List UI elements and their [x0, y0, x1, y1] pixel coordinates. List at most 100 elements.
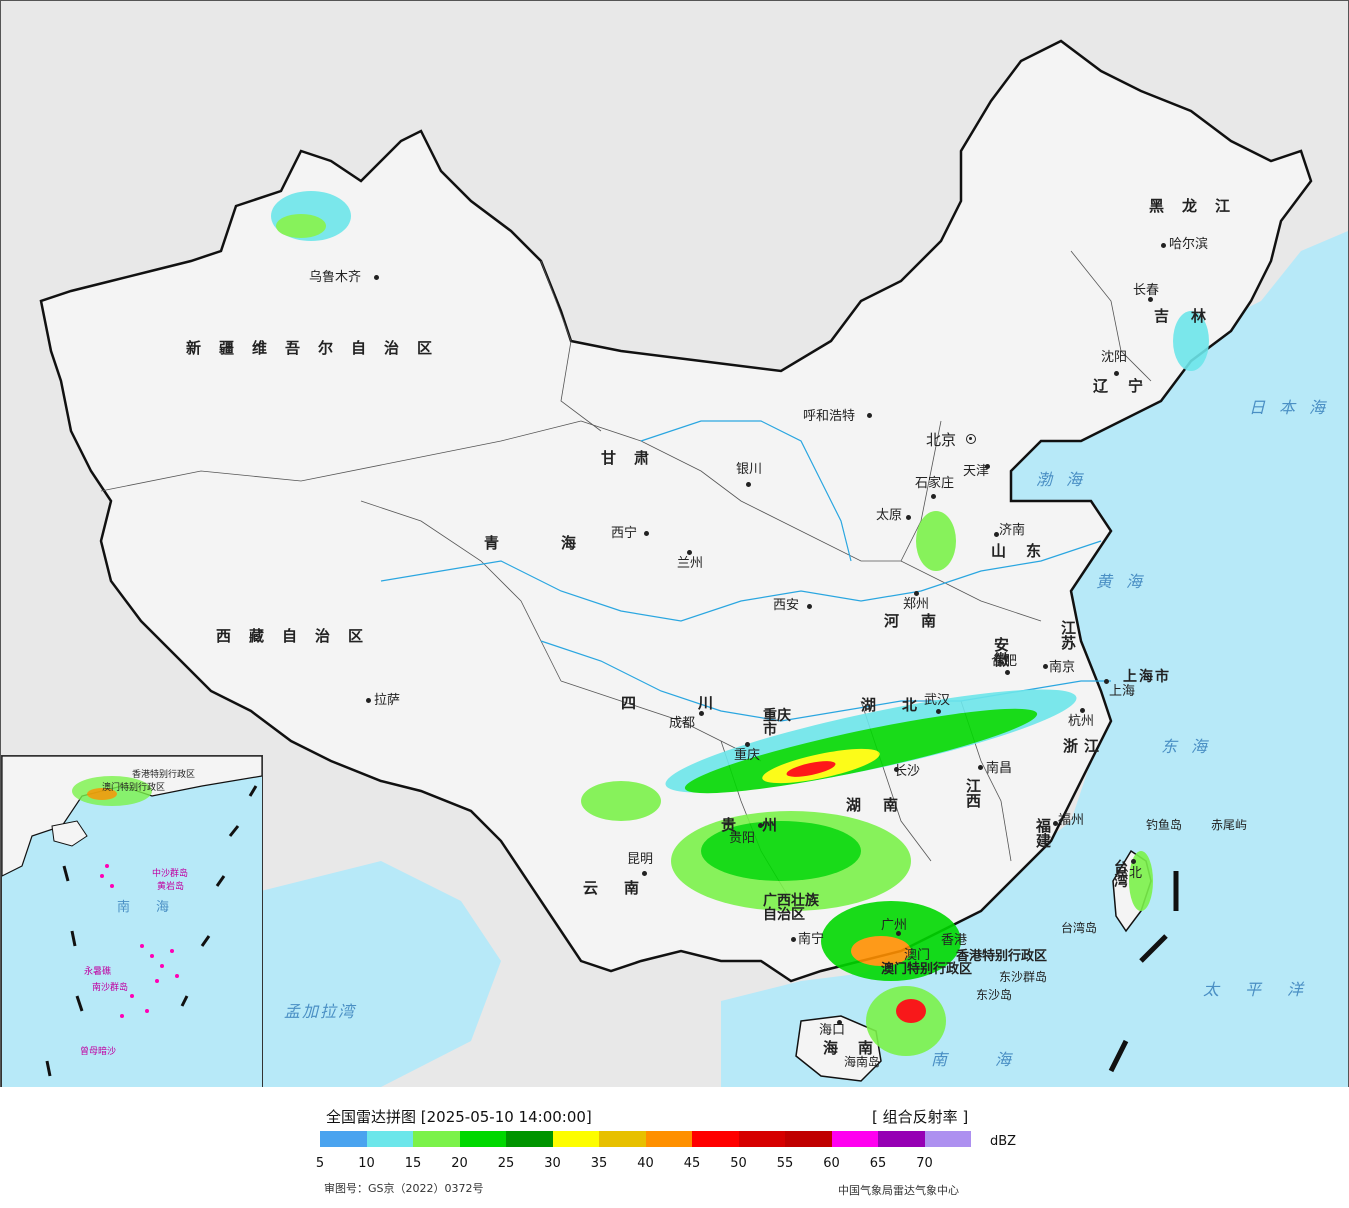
colorbar-tick: 5: [315, 1156, 325, 1171]
city-xian: 西安: [773, 598, 800, 613]
city-dot: [644, 531, 649, 536]
city-haikou: 海口: [819, 1023, 846, 1038]
label-zhejiang: 浙江: [1063, 737, 1106, 755]
inset-islands: [100, 864, 179, 1018]
city-chongqing: 重庆: [734, 748, 761, 763]
colorbar-tick: 45: [683, 1156, 701, 1171]
label-henan: 河南: [884, 612, 959, 630]
label-jilin: 吉林: [1154, 307, 1229, 325]
colorbar-tick: 35: [590, 1156, 608, 1171]
city-dot: [1104, 679, 1109, 684]
city-dot: [896, 931, 901, 936]
colorbar-segment: [645, 1131, 692, 1147]
colorbar-tick: 65: [869, 1156, 887, 1171]
label-qinghai: 青海: [484, 534, 639, 552]
sea-label-pacific: 太平洋: [1203, 980, 1330, 999]
label-yunnan: 云南: [583, 879, 666, 897]
unit-label: dBZ: [990, 1134, 1017, 1149]
city-changsha: 长沙: [894, 764, 921, 779]
label-gansu: 甘肃: [601, 449, 668, 467]
label-chongqing-province: 重庆市: [763, 708, 791, 738]
city-dot: [1053, 821, 1058, 826]
city-dot: [374, 275, 379, 280]
rivers: [380, 420, 1111, 722]
city-nanning: 南宁: [798, 932, 825, 947]
colorbar-segment: [738, 1131, 785, 1147]
city-wuhan: 武汉: [924, 693, 951, 708]
city-dot: [699, 711, 704, 716]
colorbar-segment: [924, 1131, 971, 1147]
label-anhui: 安徽: [994, 636, 1016, 669]
legend-panel: [0, 1087, 1349, 1208]
south-china-sea-inset: 南海 中沙群岛 黄岩岛 南沙群岛 曾母暗沙 永暑礁 香港特别行政区 澳门特别行政…: [1, 755, 263, 1087]
city-hefei: 合肥: [991, 654, 1018, 669]
inset-sea-label: 南海: [117, 900, 196, 915]
colorbar-segment: [878, 1131, 925, 1147]
city-fuzhou: 福州: [1058, 813, 1085, 828]
inset-nansha: 南沙群岛: [92, 983, 129, 993]
colorbar-segment: [320, 1131, 367, 1147]
city-yinchuan: 银川: [736, 462, 763, 477]
map-canvas: [1, 1, 1348, 1087]
city-guangzhou: 广州: [881, 918, 908, 933]
sea-label-south: 南海: [931, 1050, 1060, 1069]
city-shenyang: 沈阳: [1101, 350, 1128, 365]
sea-label-bengal: 孟加拉湾: [284, 1002, 357, 1021]
city-dot: [758, 823, 763, 828]
city-dot: [642, 871, 647, 876]
sea-bengal: [221, 861, 501, 1087]
city-harbin: 哈尔滨: [1169, 237, 1209, 252]
label-hainan: 海南: [823, 1039, 894, 1057]
inset-hongkong: 香港特别行政区: [132, 770, 196, 780]
city-urumqi: 乌鲁木齐: [309, 270, 362, 285]
label-shandong: 山东: [991, 542, 1062, 560]
colorbar-tick: 50: [730, 1156, 747, 1171]
sea-east: [961, 301, 1348, 1087]
inset-nine-dash: [45, 785, 258, 1077]
city-dot: [687, 550, 692, 555]
label-sichuan: 四川: [621, 694, 776, 712]
label-taiwan: 台湾: [1114, 860, 1128, 890]
island-chiwei: 赤尾屿: [1211, 818, 1248, 832]
city-kunming: 昆明: [627, 852, 654, 867]
city-shijiazhuang: 石家庄: [915, 476, 955, 491]
city-dot: [931, 494, 936, 499]
city-dot: [366, 698, 371, 703]
city-dot: [746, 482, 751, 487]
colorbar-segment: [413, 1131, 460, 1147]
colorbar-tick: 20: [451, 1156, 468, 1171]
inset-huangyan: 黄岩岛: [157, 882, 185, 892]
city-guiyang: 贵阳: [729, 831, 756, 846]
city-dot: [837, 1020, 842, 1025]
inset-yongshu: 永暑礁: [84, 967, 112, 977]
label-xizang: 西藏自治区: [216, 627, 382, 645]
colorbar-segment: [366, 1131, 413, 1147]
city-hohhot: 呼和浩特: [803, 409, 856, 424]
dbz-ticks: 5 10 15 20 25 30 35 40 45 50 55 60 65 70: [306, 1156, 966, 1172]
city-dot: [894, 767, 899, 772]
city-chengdu: 成都: [669, 716, 696, 731]
city-dot: [1005, 670, 1010, 675]
label-heilongjiang: 黑龙江: [1149, 197, 1249, 215]
label-xinjiang: 新疆维吾尔自治区: [186, 339, 451, 357]
island-diaoyu: 钓鱼岛: [1146, 818, 1183, 832]
city-dot: [985, 464, 990, 469]
city-dot: [1131, 859, 1136, 864]
producer-label: 中国气象局雷达气象中心: [838, 1184, 959, 1197]
china-land: [39, 39, 1313, 983]
colorbar-tick: 40: [637, 1156, 654, 1171]
hainan-land: [795, 1015, 882, 1082]
capital-star-icon: [966, 434, 976, 444]
city-beijing: 北京: [926, 431, 957, 449]
inset-zhongsha: 中沙群岛: [152, 869, 189, 879]
label-fujian: 福建: [1036, 817, 1058, 850]
city-xining: 西宁: [611, 526, 638, 541]
island-dongsha-group: 东沙群岛: [999, 970, 1048, 984]
city-dot: [978, 765, 983, 770]
colorbar-segment: [552, 1131, 599, 1147]
colorbar-tick: 10: [358, 1156, 375, 1171]
city-dot: [1043, 664, 1048, 669]
sea-label-yellow: 黄海: [1096, 572, 1157, 591]
province-borders: [100, 250, 1152, 902]
colorbar-segment: [506, 1131, 553, 1147]
